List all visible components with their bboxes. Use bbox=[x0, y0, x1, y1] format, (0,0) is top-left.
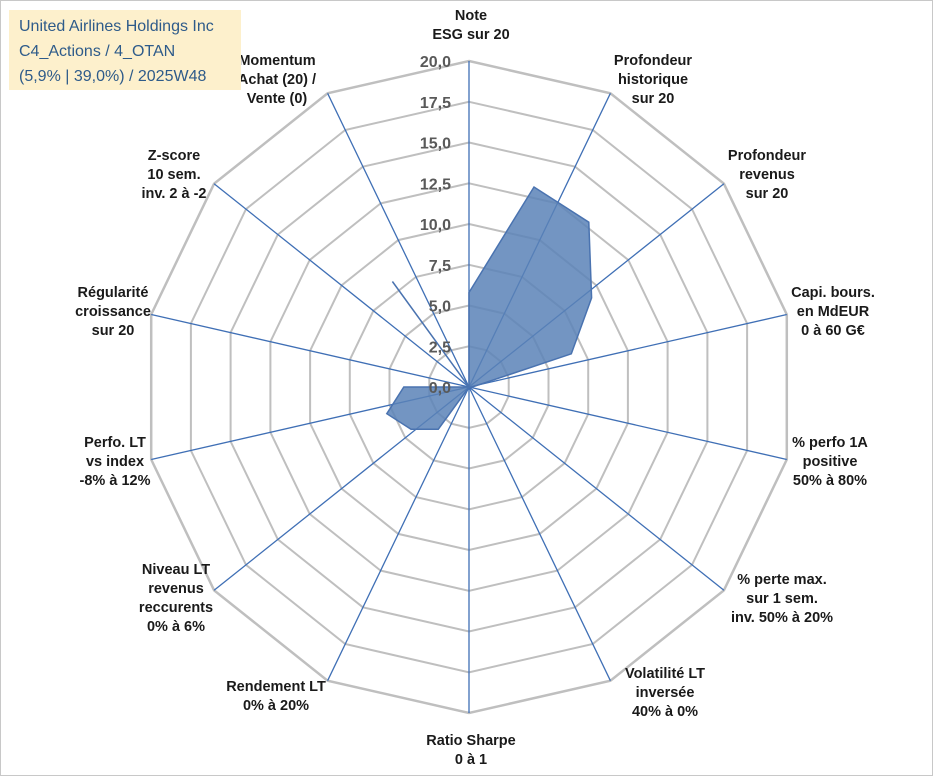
axis-spoke bbox=[468, 386, 611, 681]
axis-spoke bbox=[213, 183, 470, 388]
chart-title-category: C4_Actions / 4_OTAN bbox=[19, 43, 176, 60]
tick-label: 7,5 bbox=[429, 258, 451, 275]
tick-label: 15,0 bbox=[420, 136, 451, 153]
chart-title-stats: (5,9% | 39,0%) / 2025W48 bbox=[19, 68, 207, 85]
axis-label: Régularité croissance sur 20 bbox=[75, 285, 151, 339]
axis-label: Niveau LT revenus reccurents 0% à 6% bbox=[139, 562, 213, 635]
tick-label: 0,0 bbox=[429, 380, 451, 397]
axis-label: Capi. bours. en MdEUR 0 à 60 G€ bbox=[791, 285, 875, 339]
axis-label: Profondeur revenus sur 20 bbox=[728, 148, 806, 202]
axis-label: Profondeur historique sur 20 bbox=[614, 53, 692, 107]
axis-spoke bbox=[327, 93, 470, 388]
tick-label: 10,0 bbox=[420, 217, 451, 234]
axis-spoke bbox=[468, 386, 787, 461]
tick-label: 12,5 bbox=[420, 176, 451, 193]
axis-label: Rendement LT 0% à 20% bbox=[226, 679, 326, 714]
axis-spoke bbox=[468, 313, 787, 388]
axis-label: Ratio Sharpe 0 à 1 bbox=[426, 733, 515, 768]
tick-label: 5,0 bbox=[429, 299, 451, 316]
axis-label: % perte max. sur 1 sem. inv. 50% à 20% bbox=[731, 572, 833, 626]
tick-label: 17,5 bbox=[420, 95, 451, 112]
chart-title-box: United Airlines Holdings Inc C4_Actions … bbox=[9, 10, 241, 90]
tick-label: 2,5 bbox=[429, 339, 451, 356]
data-series-polygon bbox=[385, 185, 593, 430]
axis-spoke bbox=[151, 313, 470, 388]
axis-spoke bbox=[327, 386, 470, 681]
tick-label: 20,0 bbox=[420, 54, 451, 71]
chart-title-company: United Airlines Holdings Inc bbox=[19, 18, 214, 35]
axis-label: Z-score 10 sem. inv. 2 à -2 bbox=[141, 148, 206, 202]
axis-label: Note ESG sur 20 bbox=[432, 8, 509, 43]
axis-label: Momentum Achat (20) / Vente (0) bbox=[238, 53, 316, 107]
axis-label: Perfo. LT vs index -8% à 12% bbox=[80, 435, 151, 489]
axis-spoke bbox=[468, 386, 725, 591]
axis-label: % perfo 1A positive 50% à 80% bbox=[792, 435, 868, 489]
axis-label: Volatilité LT inversée 40% à 0% bbox=[625, 666, 705, 720]
